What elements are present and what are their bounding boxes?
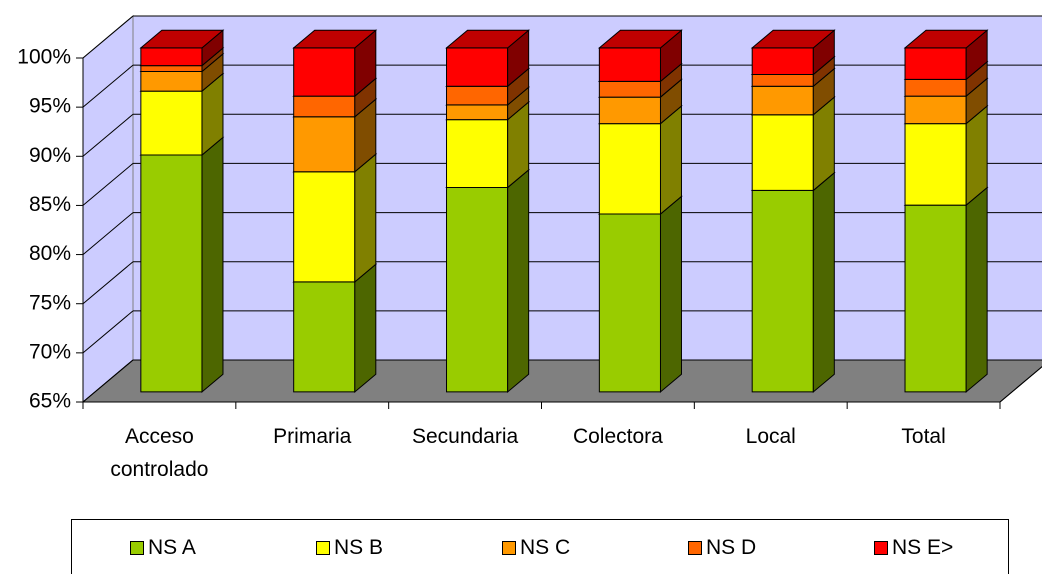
bar-segment — [293, 281, 356, 393]
y-tick-label: 95% — [29, 95, 71, 118]
legend-swatch — [874, 541, 888, 555]
bar-segment — [140, 65, 203, 73]
x-tick-label: Acceso controlado — [110, 425, 209, 481]
bar-segment — [904, 78, 967, 97]
y-tick-label: 65% — [29, 390, 71, 413]
grid-line — [82, 113, 134, 157]
grid-line — [82, 64, 134, 108]
legend-label: NS B — [334, 536, 384, 559]
bar-segment — [140, 47, 203, 67]
bar-segment — [598, 47, 661, 82]
grid-line — [82, 15, 134, 59]
bar-segment — [751, 47, 814, 75]
legend-entry: NS D — [688, 536, 756, 560]
grid-line — [82, 163, 134, 206]
x-tick-label: Total — [901, 425, 946, 448]
bar-segment — [904, 123, 967, 206]
bar-segment-top — [750, 29, 836, 49]
bar-segment — [140, 90, 203, 156]
bar-segment-top — [903, 29, 989, 49]
legend-label: NS D — [706, 536, 757, 559]
y-tick-label: 85% — [29, 193, 71, 216]
bar-segment — [293, 171, 356, 283]
y-tick-label: 90% — [29, 144, 71, 167]
bar-segment — [751, 114, 814, 191]
bar-segment-top — [139, 29, 225, 49]
legend-swatch — [130, 541, 144, 555]
legend: NS A NS B NS C NS D NS E> — [71, 519, 1009, 574]
bar-segment — [446, 104, 509, 121]
bar-segment — [751, 85, 814, 116]
bar-segment — [140, 71, 203, 92]
legend-swatch — [502, 541, 516, 555]
grid-line — [82, 212, 134, 255]
legend-label: NS E> — [892, 536, 954, 559]
y-tick-label: 100% — [17, 46, 71, 69]
legend-entry: NS C — [502, 536, 570, 560]
legend-entry: NS E> — [874, 536, 953, 560]
bar-segment-side — [812, 171, 835, 393]
legend-swatch — [316, 541, 330, 555]
bar-segment — [446, 85, 509, 106]
bar-segment — [293, 95, 356, 118]
x-tick-label: Colectora — [572, 425, 663, 448]
grid-line — [82, 359, 134, 403]
bar-segment-top — [445, 29, 531, 49]
grid-line — [82, 261, 134, 305]
y-tick-label: 80% — [29, 242, 71, 265]
legend-swatch — [688, 541, 702, 555]
bar-segment-side — [354, 153, 377, 283]
bar-segment — [598, 96, 661, 125]
y-tick-label: 75% — [29, 291, 71, 314]
bar-segment-top — [292, 29, 378, 49]
bar-segment-top — [597, 29, 683, 49]
bar-segment-side — [659, 195, 682, 393]
bar-segment — [904, 95, 967, 125]
legend-label: NS C — [520, 536, 571, 559]
x-tick-label: Secundaria — [411, 425, 519, 448]
bar-segment-side — [965, 186, 988, 393]
bar-segment — [293, 47, 356, 97]
bar-segment-side — [659, 104, 682, 216]
bar-segment — [904, 204, 967, 393]
bar-segment — [446, 47, 509, 87]
x-tick-label: Local — [745, 425, 796, 448]
bar-segment — [598, 123, 661, 215]
bar-segment — [293, 116, 356, 173]
floor — [81, 359, 1042, 403]
side-wall — [82, 14, 134, 404]
bar-segment — [751, 73, 814, 87]
bar-segment — [446, 186, 509, 393]
grid-line — [82, 310, 134, 354]
bar-segment — [140, 154, 203, 393]
bar-segment — [751, 189, 814, 393]
bar-segment — [598, 80, 661, 98]
bar-segment-side — [354, 263, 377, 393]
bar-segment-side — [201, 136, 224, 393]
bar-segment — [904, 47, 967, 80]
bar-segment-side — [507, 168, 530, 393]
x-tick-label: Primaria — [273, 425, 352, 448]
bar-segment — [446, 119, 509, 188]
legend-label: NS A — [148, 536, 196, 559]
y-tick-label: 70% — [29, 340, 71, 363]
legend-entry: NS A — [130, 536, 196, 560]
legend-entry: NS B — [316, 536, 383, 560]
bar-segment — [598, 213, 661, 393]
